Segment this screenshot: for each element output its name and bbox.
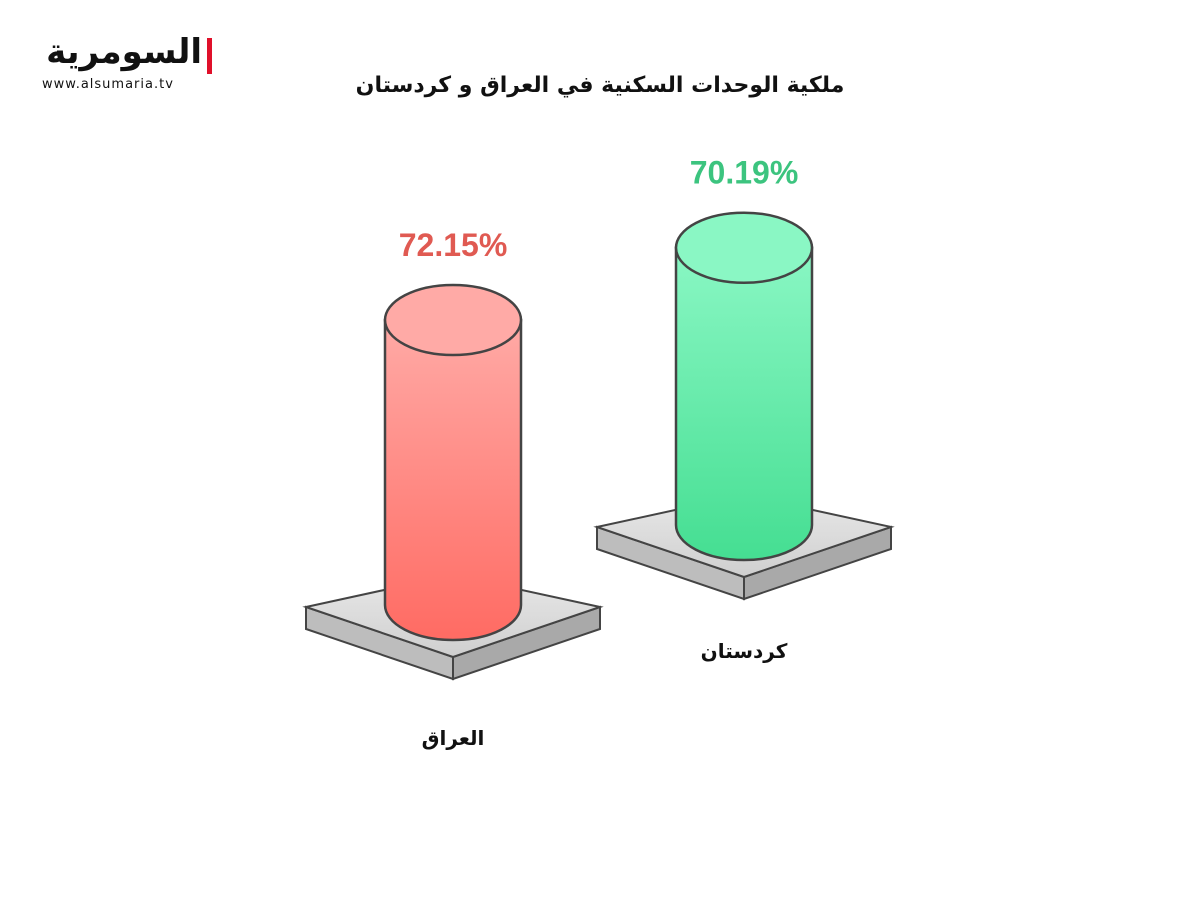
chart-title: ملكية الوحدات السكنية في العراق و كردستا… [356,73,845,98]
cylinder-top [383,283,523,357]
value-label: 72.15% [399,227,508,263]
bar-1: 70.19% كردستان [593,155,895,663]
value-label: 70.19% [690,155,799,191]
logo-accent-bar [207,38,212,74]
logo-url: www.alsumaria.tv [42,77,174,92]
cylinder-body [383,318,523,642]
cylinder-body [674,246,814,562]
category-label: كردستان [701,639,788,663]
category-label: العراق [422,726,485,750]
cylinder-top [674,211,814,284]
logo-name: السومرية [46,32,202,72]
bar-0: 72.15% العراق [302,227,604,750]
